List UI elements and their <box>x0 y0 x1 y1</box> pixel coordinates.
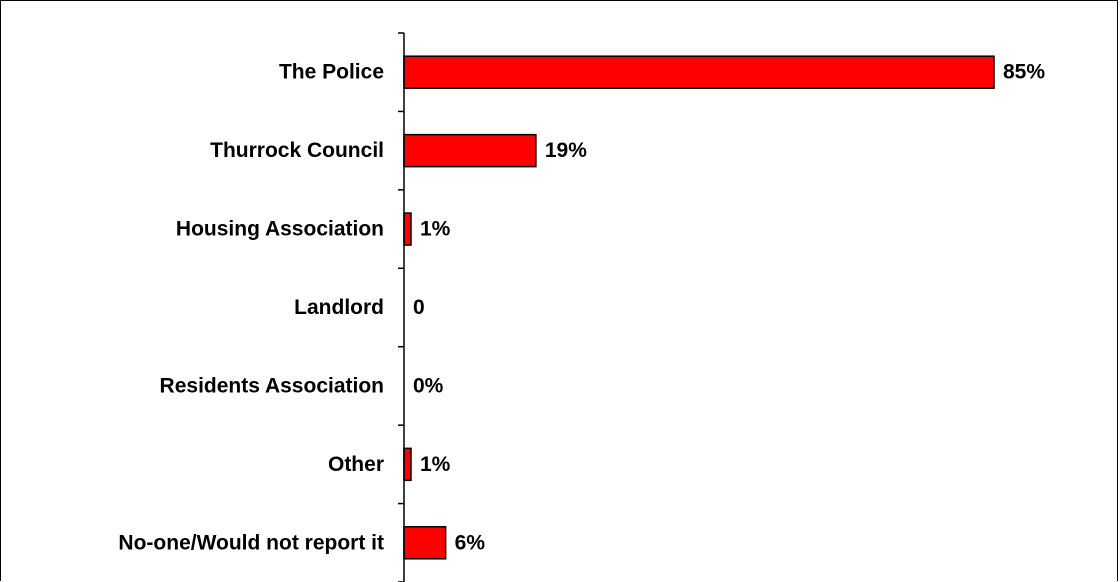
bar <box>403 447 412 482</box>
category-labels: The Police Thurrock Council Housing Associ… <box>118 61 384 555</box>
bar <box>403 526 447 560</box>
data-label: 1% <box>420 453 451 476</box>
bar <box>403 55 995 89</box>
bars-layer <box>403 55 995 560</box>
category-label: No-one/Would not report it <box>118 531 384 554</box>
category-label: The Police <box>279 61 384 84</box>
value-labels: 85% 19% 1% 0 0% 1% 6% <box>413 61 1045 555</box>
category-label: Residents Association <box>160 374 384 397</box>
data-label: 0% <box>413 374 444 397</box>
bar <box>403 133 537 168</box>
category-label: Landlord <box>294 296 384 319</box>
bar <box>403 212 412 246</box>
data-label: 6% <box>455 531 486 554</box>
category-label: Other <box>328 453 384 476</box>
category-label: Housing Association <box>176 218 384 241</box>
data-label: 85% <box>1003 61 1045 84</box>
category-label: Thurrock Council <box>210 139 384 162</box>
data-label: 0 <box>413 296 425 319</box>
data-label: 19% <box>545 139 587 162</box>
data-label: 1% <box>420 218 451 241</box>
axis-ticks <box>398 32 404 582</box>
